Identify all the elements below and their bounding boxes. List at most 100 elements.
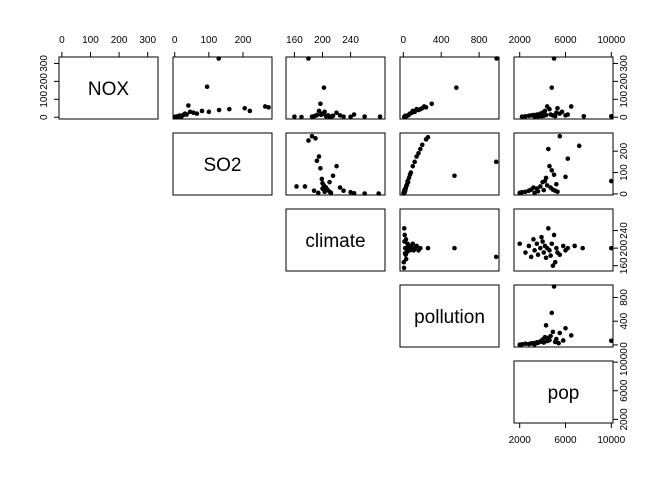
panel-frame-so2-so2 xyxy=(172,132,273,196)
tick-label-pollution-800: 800 xyxy=(471,35,488,46)
point-so2-climate-25 xyxy=(311,188,317,194)
panel-frame-so2-pollution xyxy=(399,132,500,196)
point-so2-climate-6 xyxy=(319,176,325,182)
point-nox-pop-26 xyxy=(555,105,560,111)
point-so2-climate-18 xyxy=(351,190,357,196)
point-climate-pop-19 xyxy=(608,245,614,251)
point-so2-climate-21 xyxy=(294,184,299,189)
variable-label-pollution: pollution xyxy=(414,307,485,328)
panel-frame-nox-pop xyxy=(513,56,614,120)
tick-label-pop-6000: 6000 xyxy=(619,379,630,402)
tick-label-nox-0: 0 xyxy=(39,114,50,120)
point-so2-pop-12 xyxy=(547,163,552,169)
point-climate-pop-1 xyxy=(523,250,528,255)
point-pollution-pop-17 xyxy=(563,326,568,331)
top-axis-so2: 0 100 200 xyxy=(172,35,252,58)
point-nox-pollution-15 xyxy=(414,106,419,112)
point-nox-climate-22 xyxy=(329,114,334,119)
point-climate-pollution-13 xyxy=(410,241,416,247)
point-so2-pop-16 xyxy=(557,133,563,139)
point-climate-pop-27 xyxy=(548,253,553,258)
point-climate-pop-11 xyxy=(551,232,557,238)
tick-label-nox-100: 100 xyxy=(39,91,50,108)
point-climate-pop-22 xyxy=(535,252,541,258)
point-climate-pollution-18 xyxy=(418,245,423,251)
point-nox-climate-21 xyxy=(325,113,331,118)
point-pollution-pop-16 xyxy=(557,330,563,336)
point-nox-climate-13 xyxy=(334,110,339,116)
point-nox-climate-15 xyxy=(351,112,357,117)
tick-label-nox-200: 200 xyxy=(39,73,50,90)
point-pollution-pop-29 xyxy=(560,338,566,343)
panel-frame-climate-climate xyxy=(285,208,386,272)
panel-nox-vs-pop xyxy=(519,56,614,119)
point-so2-pop-28 xyxy=(555,189,560,195)
point-climate-pop-23 xyxy=(539,234,544,240)
point-nox-pop-8 xyxy=(542,108,548,114)
point-nox-pop-1 xyxy=(523,114,528,119)
tick-label-pollution-800: 800 xyxy=(619,289,630,306)
point-nox-climate-1 xyxy=(299,114,304,120)
point-nox-pop-27 xyxy=(559,109,565,115)
point-climate-pop-20 xyxy=(526,243,532,249)
tick-label-pop-6000: 6000 xyxy=(554,435,577,446)
point-so2-pollution-15 xyxy=(419,142,425,148)
point-so2-pop-13 xyxy=(549,168,555,173)
tick-label-so2-0: 0 xyxy=(172,35,178,46)
point-nox-pollution-14 xyxy=(410,108,416,114)
point-climate-pollution-20 xyxy=(452,245,457,251)
point-so2-pop-18 xyxy=(565,156,571,161)
point-pollution-pop-2 xyxy=(523,341,528,347)
tick-label-so2-0: 0 xyxy=(619,191,630,197)
point-nox-pollution-10 xyxy=(454,85,459,90)
point-nox-climate-19 xyxy=(318,112,324,117)
tick-label-so2-100: 100 xyxy=(619,164,630,181)
panel-frame-nox-climate xyxy=(285,56,386,120)
point-nox-pop-0 xyxy=(519,114,525,119)
panel-pollution-vs-pop xyxy=(517,284,614,347)
point-nox-climate-9 xyxy=(321,85,327,90)
point-pollution-pop-28 xyxy=(556,340,561,346)
tick-label-nox-300: 300 xyxy=(619,55,630,72)
point-so2-pollution-11 xyxy=(412,159,417,165)
point-climate-pollution-16 xyxy=(414,243,419,249)
panel-nox-vs-pollution xyxy=(401,56,499,120)
point-pollution-pop-20 xyxy=(532,342,537,347)
point-nox-so2-20 xyxy=(227,106,232,112)
point-so2-pop-20 xyxy=(608,178,614,184)
panel-climate-vs-pop xyxy=(517,226,614,269)
tick-label-pop-10000: 10000 xyxy=(597,435,625,446)
point-climate-pollution-0 xyxy=(401,226,407,231)
point-so2-climate-12 xyxy=(328,190,334,196)
panel-so2-vs-climate xyxy=(294,133,381,196)
point-climate-pop-6 xyxy=(540,239,545,244)
tick-label-nox-200: 200 xyxy=(111,35,128,46)
point-climate-pollution-25 xyxy=(402,251,408,256)
tick-label-pop-10000: 10000 xyxy=(597,35,625,46)
point-pollution-pop-25 xyxy=(548,333,553,339)
point-nox-climate-24 xyxy=(348,114,353,120)
point-so2-climate-16 xyxy=(341,188,346,194)
variable-label-pop: pop xyxy=(548,383,580,404)
point-pollution-pop-19 xyxy=(608,338,614,344)
point-so2-climate-27 xyxy=(322,189,327,195)
point-so2-climate-17 xyxy=(348,189,353,195)
point-nox-pollution-13 xyxy=(406,112,412,117)
panel-frame-so2-climate xyxy=(285,132,386,196)
tick-label-pop-2000: 2000 xyxy=(509,35,532,46)
point-so2-climate-22 xyxy=(302,184,308,189)
tick-label-nox-0: 0 xyxy=(619,114,630,120)
tick-label-nox-300: 300 xyxy=(139,35,156,46)
point-pollution-pop-26 xyxy=(550,329,556,335)
point-climate-pop-26 xyxy=(546,226,551,231)
point-nox-pollution-9 xyxy=(429,101,435,107)
variable-labels: NOX SO2 climate pollution pop xyxy=(88,79,579,404)
point-so2-pop-1 xyxy=(519,189,525,195)
point-so2-pollution-23 xyxy=(402,186,408,192)
point-so2-climate-13 xyxy=(330,173,336,179)
point-so2-pop-14 xyxy=(551,172,557,177)
tick-label-pollution-400: 400 xyxy=(619,312,630,329)
